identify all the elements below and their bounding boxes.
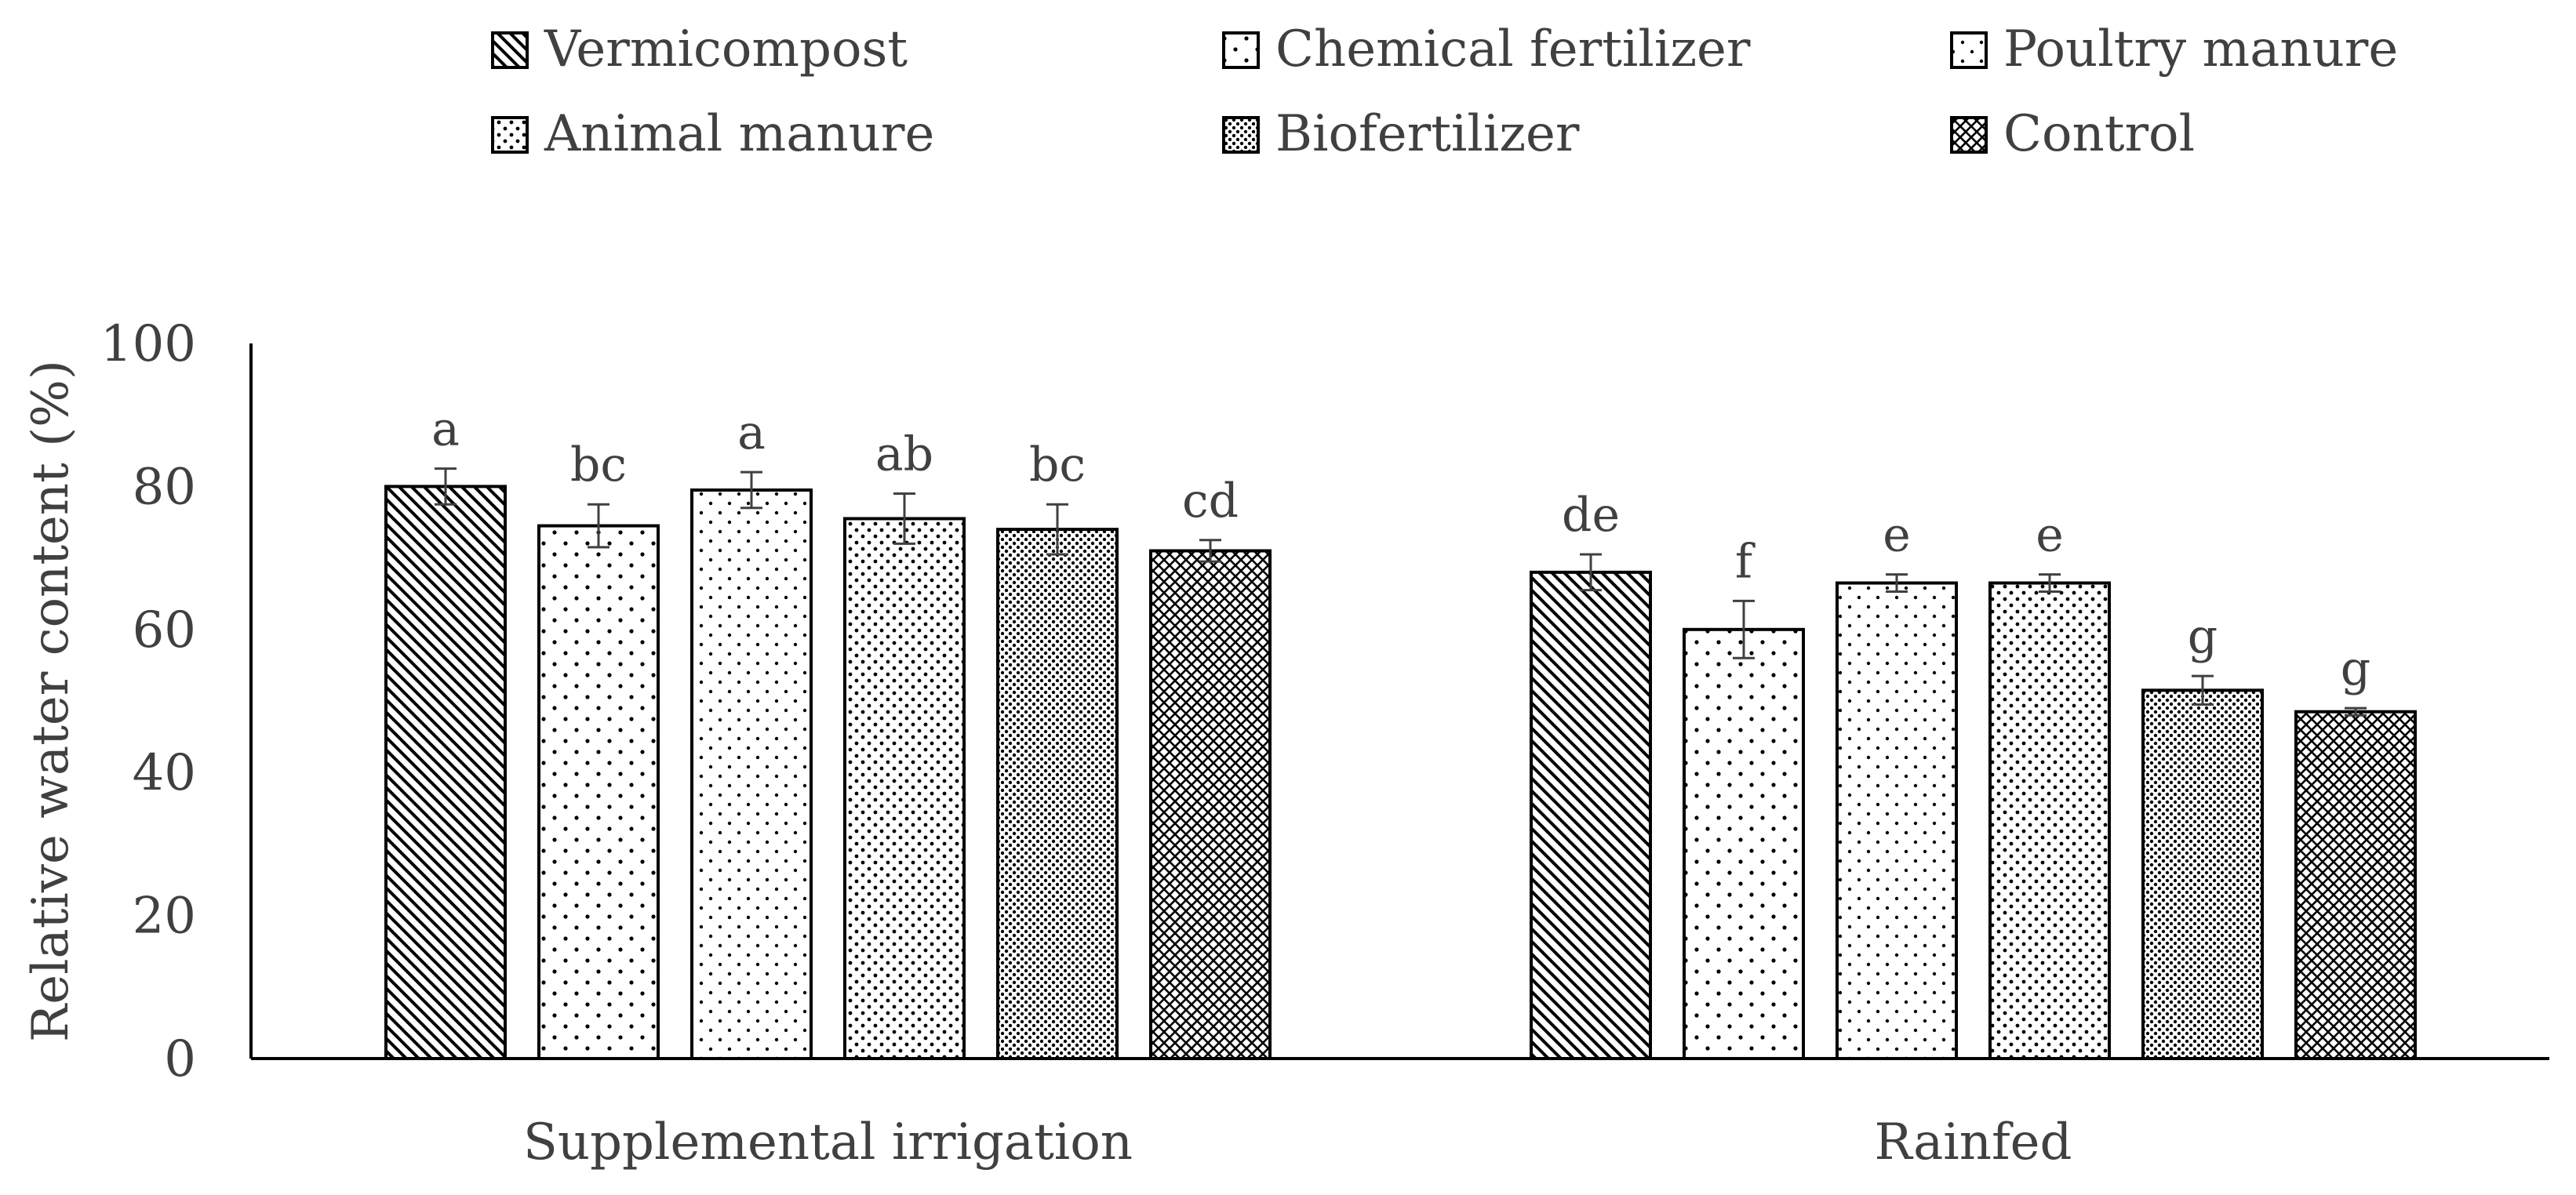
bar-significance-label: e <box>1883 508 1911 563</box>
y-tick-label: 40 <box>133 744 196 802</box>
bar-significance-label: bc <box>1029 438 1086 492</box>
bar-significance-label: g <box>2188 609 2218 664</box>
bar <box>690 488 813 1060</box>
y-tick-label: 0 <box>164 1030 196 1088</box>
bar <box>384 485 507 1060</box>
bar <box>2141 688 2264 1060</box>
bar <box>1149 549 1272 1060</box>
y-axis-label: Relative water content (%) <box>22 360 80 1042</box>
bar <box>1683 627 1805 1060</box>
bar <box>996 528 1119 1060</box>
bar-significance-label: ab <box>875 427 933 482</box>
category-labels: Supplemental irrigation Rainfed <box>523 1113 2072 1171</box>
bar-significance-label: de <box>1562 488 1620 543</box>
y-tick-label: 100 <box>100 315 196 373</box>
bar-significance-label: a <box>431 402 460 457</box>
bar-significance-label: cd <box>1182 474 1239 528</box>
bar-significance-label: e <box>2036 508 2064 563</box>
legend-entry: Biofertilizer <box>1275 105 1580 163</box>
category-label: Rainfed <box>1874 1113 2072 1171</box>
bar <box>537 524 660 1060</box>
category-label: Supplemental irrigation <box>523 1113 1133 1171</box>
bar <box>2294 710 2417 1060</box>
y-tick-label: 60 <box>133 601 196 659</box>
legend-entry: Animal manure <box>544 105 934 163</box>
bars: a bc a ab bc cd de f e e g g <box>384 402 2417 1060</box>
bar-significance-label: f <box>1735 534 1756 589</box>
bar <box>843 517 966 1060</box>
bar-significance-label: g <box>2341 641 2370 696</box>
y-tick-label: 20 <box>133 888 196 946</box>
legend-entry: Poultry manure <box>2003 20 2398 78</box>
bar <box>1530 570 1652 1060</box>
legend-entry: Chemical fertilizer <box>1275 20 1751 78</box>
legend-swatch <box>1950 116 1988 154</box>
y-tick-label: 80 <box>133 458 196 516</box>
bar-significance-label: bc <box>570 438 627 492</box>
bar-significance-label: a <box>737 405 766 460</box>
legend-swatch <box>1222 31 1260 69</box>
legend: Vermicompost Chemical fertilizer Poultry m… <box>491 20 2398 163</box>
legend-swatch <box>491 116 529 154</box>
bar <box>1836 581 1958 1060</box>
legend-swatch <box>1222 116 1260 154</box>
legend-swatch <box>491 31 529 69</box>
bar <box>1988 581 2111 1060</box>
legend-entry: Control <box>2003 105 2195 163</box>
legend-entry: Vermicompost <box>544 20 908 78</box>
legend-swatch <box>1950 31 1988 69</box>
y-tick-labels: 0 20 40 60 80 100 <box>100 315 196 1088</box>
